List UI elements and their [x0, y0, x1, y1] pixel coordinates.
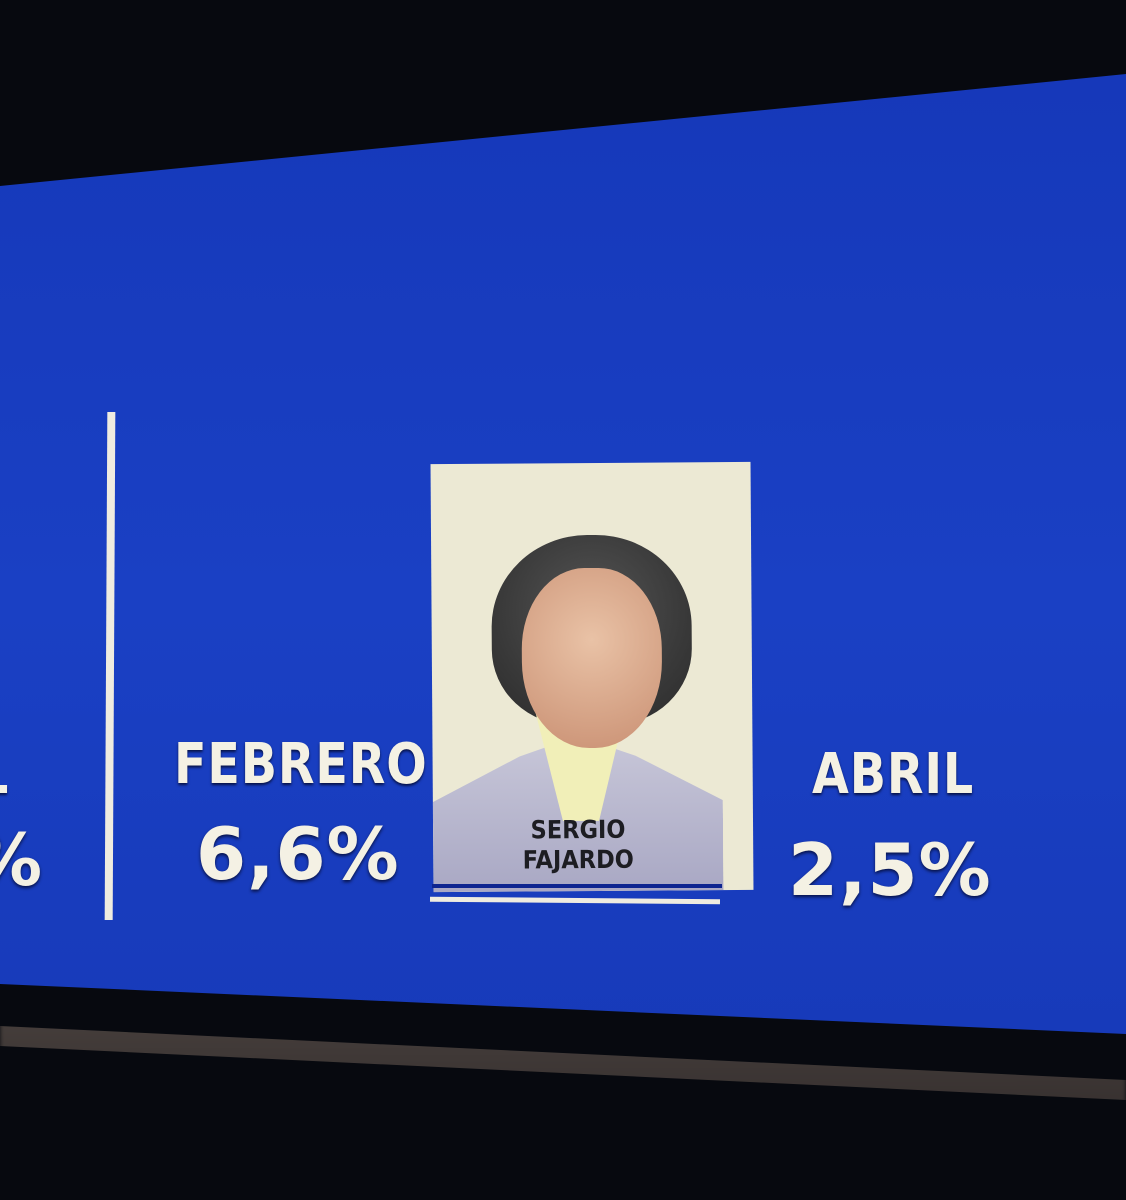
abril-label: ABRIL: [812, 742, 975, 807]
febrero-label: FEBRERO: [174, 732, 428, 797]
candidate-first-name: SERGIO: [530, 814, 626, 845]
candidate-card: SERGIO FAJARDO: [430, 461, 754, 893]
candidate-name: SERGIO FAJARDO: [447, 814, 708, 876]
card-underline-dark: [432, 884, 722, 888]
portrait-face: [521, 567, 663, 749]
febrero-value: 6,6%: [196, 812, 400, 896]
partial-label: L: [0, 742, 9, 807]
abril-value: 2,5%: [788, 828, 992, 912]
candidate-last-name: FAJARDO: [522, 844, 634, 875]
partial-value: %: [0, 818, 43, 902]
